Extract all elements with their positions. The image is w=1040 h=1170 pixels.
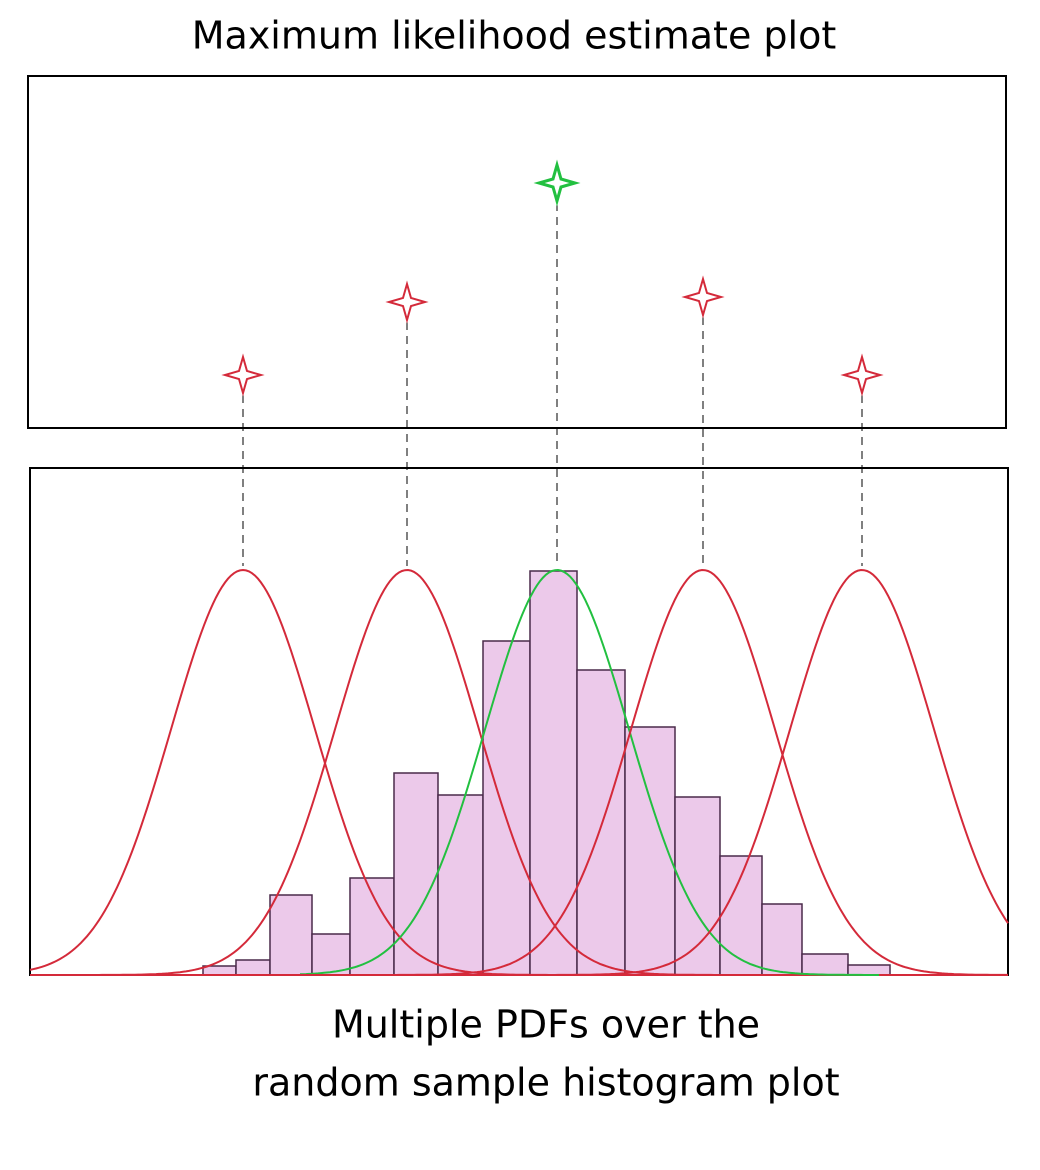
bottom-caption: random sample histogram plot (252, 1061, 839, 1105)
histogram-bar (393, 772, 439, 976)
estimate-star (533, 159, 581, 207)
histogram-bar (624, 726, 676, 976)
histogram-bar (801, 953, 849, 976)
bottom-caption: Multiple PDFs over the (332, 1003, 760, 1047)
histogram-bar (576, 669, 626, 976)
pdf-curve (30, 568, 1009, 976)
likelihood-panel (27, 75, 1007, 429)
histogram-bar (847, 964, 891, 976)
estimate-star (385, 280, 429, 324)
histogram-bar (529, 570, 578, 976)
histogram-bar (311, 933, 351, 976)
histogram-bar (437, 794, 484, 976)
pdf-curve (299, 568, 879, 976)
pdf-curves (29, 568, 1009, 976)
histogram-bar (761, 903, 803, 976)
estimates (221, 159, 884, 566)
estimate-star (221, 353, 265, 397)
histogram-bar (482, 640, 531, 976)
top-title: Maximum likelihood estimate plot (192, 14, 836, 58)
histogram-bar (269, 894, 313, 976)
histogram-bar (202, 965, 237, 976)
estimate-star (840, 353, 884, 397)
estimate-star (681, 275, 725, 319)
histogram-bar (235, 959, 271, 976)
